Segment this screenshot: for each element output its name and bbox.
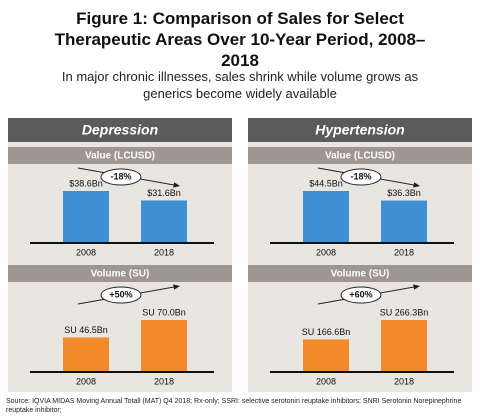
chart-title: Value (LCUSD) xyxy=(85,151,155,162)
chart-header xyxy=(8,147,232,164)
arrow-head xyxy=(413,182,420,188)
value-label: $36.3Bn xyxy=(387,188,421,198)
value-label: SU 166.6Bn xyxy=(302,327,351,337)
value-label: $31.6Bn xyxy=(147,188,181,198)
annotation-oval xyxy=(100,168,142,186)
arrow-head xyxy=(413,284,420,290)
arrow-head xyxy=(173,284,180,290)
x-tick-label: 2018 xyxy=(154,376,174,386)
panel-title: Depression xyxy=(82,122,158,138)
annotation: +60% xyxy=(349,289,372,299)
value-label: SU 46.5Bn xyxy=(64,325,108,335)
value-label: SU 266.3Bn xyxy=(380,307,429,317)
annotation-oval xyxy=(100,286,142,304)
chart-title: Value (LCUSD) xyxy=(325,151,395,162)
arrow-head xyxy=(173,182,180,188)
x-tick-label: 2008 xyxy=(316,376,336,386)
figure-title: Figure 1: Comparison of Sales for Select… xyxy=(54,9,426,70)
x-tick-label: 2008 xyxy=(76,376,96,386)
x-tick-label: 2018 xyxy=(154,247,174,257)
source-note: Source: IQVIA MIDAS Moving Annual Totall… xyxy=(6,398,462,414)
bar xyxy=(141,320,187,372)
subtitle: In major chronic illnesses, sales shrink… xyxy=(61,69,419,101)
x-tick-label: 2008 xyxy=(316,247,336,257)
value-label: $38.6Bn xyxy=(69,178,103,188)
bar xyxy=(141,200,187,243)
annotation-oval xyxy=(340,286,382,304)
chart-title: Volume (SU) xyxy=(91,269,150,280)
bar xyxy=(303,339,349,372)
annotation-oval xyxy=(340,168,382,186)
annotation: -18% xyxy=(350,171,371,181)
annotation: -18% xyxy=(110,171,131,181)
x-tick-label: 2018 xyxy=(394,247,414,257)
panel-header xyxy=(8,118,232,142)
x-tick-label: 2018 xyxy=(394,376,414,386)
bar xyxy=(63,337,109,372)
chart-header xyxy=(248,147,472,164)
annotation: +50% xyxy=(109,289,132,299)
chart-title: Volume (SU) xyxy=(331,269,390,280)
chart-header xyxy=(8,265,232,282)
bar xyxy=(63,191,109,243)
bar xyxy=(381,320,427,372)
bar xyxy=(303,191,349,243)
chart-header xyxy=(248,265,472,282)
panel-header xyxy=(248,118,472,142)
bar xyxy=(381,200,427,243)
value-label: SU 70.0Bn xyxy=(142,307,186,317)
value-label: $44.5Bn xyxy=(309,178,343,188)
panel-title: Hypertension xyxy=(315,122,404,138)
x-tick-label: 2008 xyxy=(76,247,96,257)
